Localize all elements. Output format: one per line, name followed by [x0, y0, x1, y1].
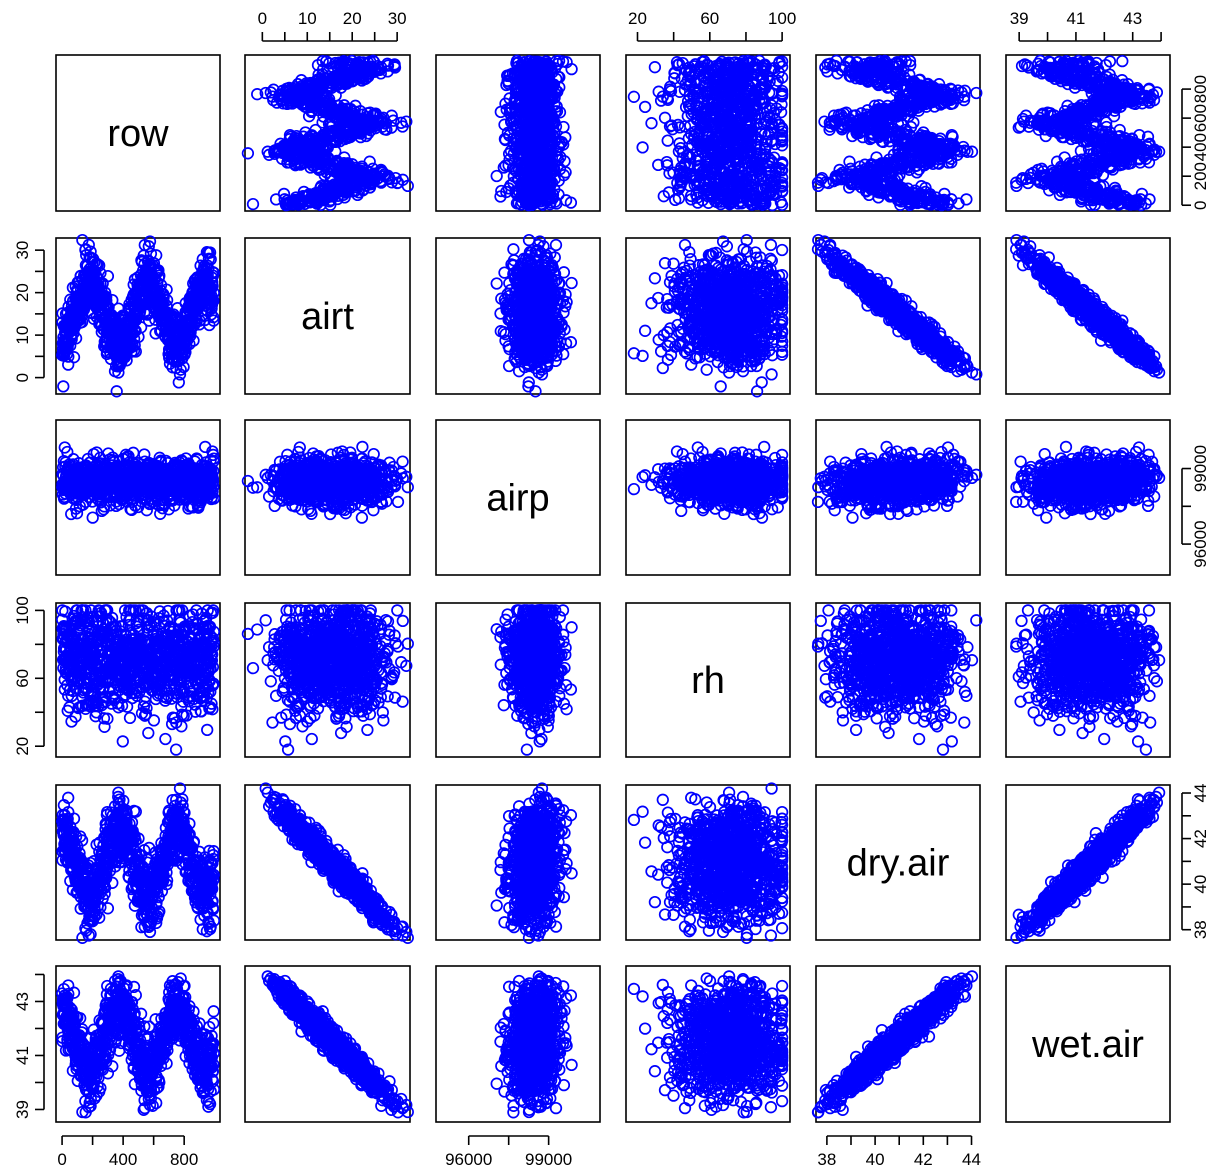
data-point — [297, 185, 311, 199]
data-point — [57, 380, 70, 393]
data-point — [396, 173, 409, 186]
variable-label-row: row — [107, 113, 169, 155]
points — [1010, 54, 1166, 212]
panel-row-vs-rh — [625, 54, 791, 212]
data-point — [241, 147, 255, 160]
data-point — [658, 111, 672, 124]
data-point — [661, 134, 674, 147]
data-point — [261, 145, 274, 158]
data-point — [246, 197, 260, 211]
data-point — [627, 90, 641, 103]
data-point — [278, 193, 291, 206]
data-point — [636, 141, 649, 154]
points — [627, 54, 789, 212]
data-point — [645, 117, 658, 130]
panel-row-vs-row: row — [55, 54, 221, 212]
data-point — [330, 154, 343, 168]
data-point — [389, 171, 402, 185]
points — [56, 233, 221, 398]
data-point — [363, 155, 376, 168]
data-point — [277, 187, 291, 201]
panel-row-vs-dry.air — [811, 54, 983, 212]
data-point — [283, 128, 297, 142]
data-point — [346, 158, 359, 171]
data-point — [309, 123, 322, 137]
data-point — [843, 155, 856, 168]
data-point — [374, 163, 388, 177]
panel-row-vs-airp — [435, 54, 601, 212]
data-point — [648, 61, 662, 74]
data-point — [338, 151, 351, 164]
panel-border — [244, 54, 411, 212]
points — [811, 54, 983, 212]
data-point — [315, 180, 328, 193]
points — [490, 54, 578, 212]
panel-row-vs-airt — [241, 54, 414, 212]
panel-row-vs-wet.air — [1005, 54, 1171, 212]
points — [241, 54, 414, 212]
data-point — [337, 156, 351, 170]
panel-border — [55, 54, 221, 212]
data-point — [638, 100, 652, 114]
data-point — [1116, 54, 1129, 68]
panel-airt-vs-row — [55, 233, 221, 398]
